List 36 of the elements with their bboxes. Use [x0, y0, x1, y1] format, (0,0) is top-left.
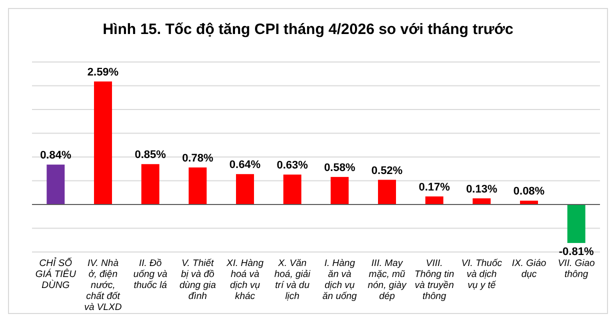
x-tick-label: III. May mặc, mũ nón, giày dép — [368, 258, 408, 302]
chart-title: Hình 15. Tốc độ tăng CPI tháng 4/2026 so với tháng trước — [102, 21, 514, 38]
x-tick-label: X. Văn hoá, giải trí và du lịch — [274, 258, 312, 302]
data-label: -0.81% — [558, 246, 594, 258]
x-tick-label: I. Hàng ăn và dịch vụ ăn uống — [322, 258, 358, 302]
data-label: 0.78% — [182, 152, 214, 164]
bar — [330, 176, 349, 204]
bar — [236, 174, 254, 204]
data-label: 0.08% — [513, 186, 545, 198]
bar — [46, 164, 65, 204]
data-label: 0.84% — [40, 150, 72, 162]
data-label: 2.59% — [87, 66, 119, 78]
data-label: 0.63% — [276, 160, 308, 172]
x-tick-label: CHỈ SỐ GIÁ TIÊU DÙNG — [35, 257, 76, 291]
x-tick-label: VII. Giao thông — [558, 258, 595, 280]
data-label: 0.64% — [229, 159, 261, 172]
x-tick-label: IV. Nhà ở, điện nước, chất đốt và VLXD — [84, 258, 122, 313]
x-tick-label: II. Đồ uống và thuốc lá — [133, 258, 168, 291]
data-label: 0.17% — [418, 181, 450, 194]
bar — [378, 180, 396, 204]
data-label: 0.85% — [134, 149, 166, 162]
x-tick-label: V. Thiết bị và đồ dùng gia đình — [179, 258, 216, 302]
bar — [94, 81, 112, 204]
bar — [141, 164, 160, 204]
bar — [567, 204, 586, 243]
x-tick-label: VIII. Thông tin và truyền thông — [414, 258, 454, 302]
bar — [188, 167, 207, 204]
bar — [520, 200, 538, 204]
x-tick-label: XI. Hàng hoá và dịch vụ khác — [226, 258, 264, 302]
x-tick-label: IX. Giáo dục — [512, 258, 546, 280]
bar — [425, 196, 444, 204]
data-label: 0.52% — [371, 164, 403, 177]
bar — [283, 174, 302, 204]
data-label: 0.13% — [466, 183, 498, 196]
data-label: 0.58% — [324, 162, 356, 174]
x-tick-label: VI. Thuốc và dịch vụ y tế — [461, 258, 502, 291]
